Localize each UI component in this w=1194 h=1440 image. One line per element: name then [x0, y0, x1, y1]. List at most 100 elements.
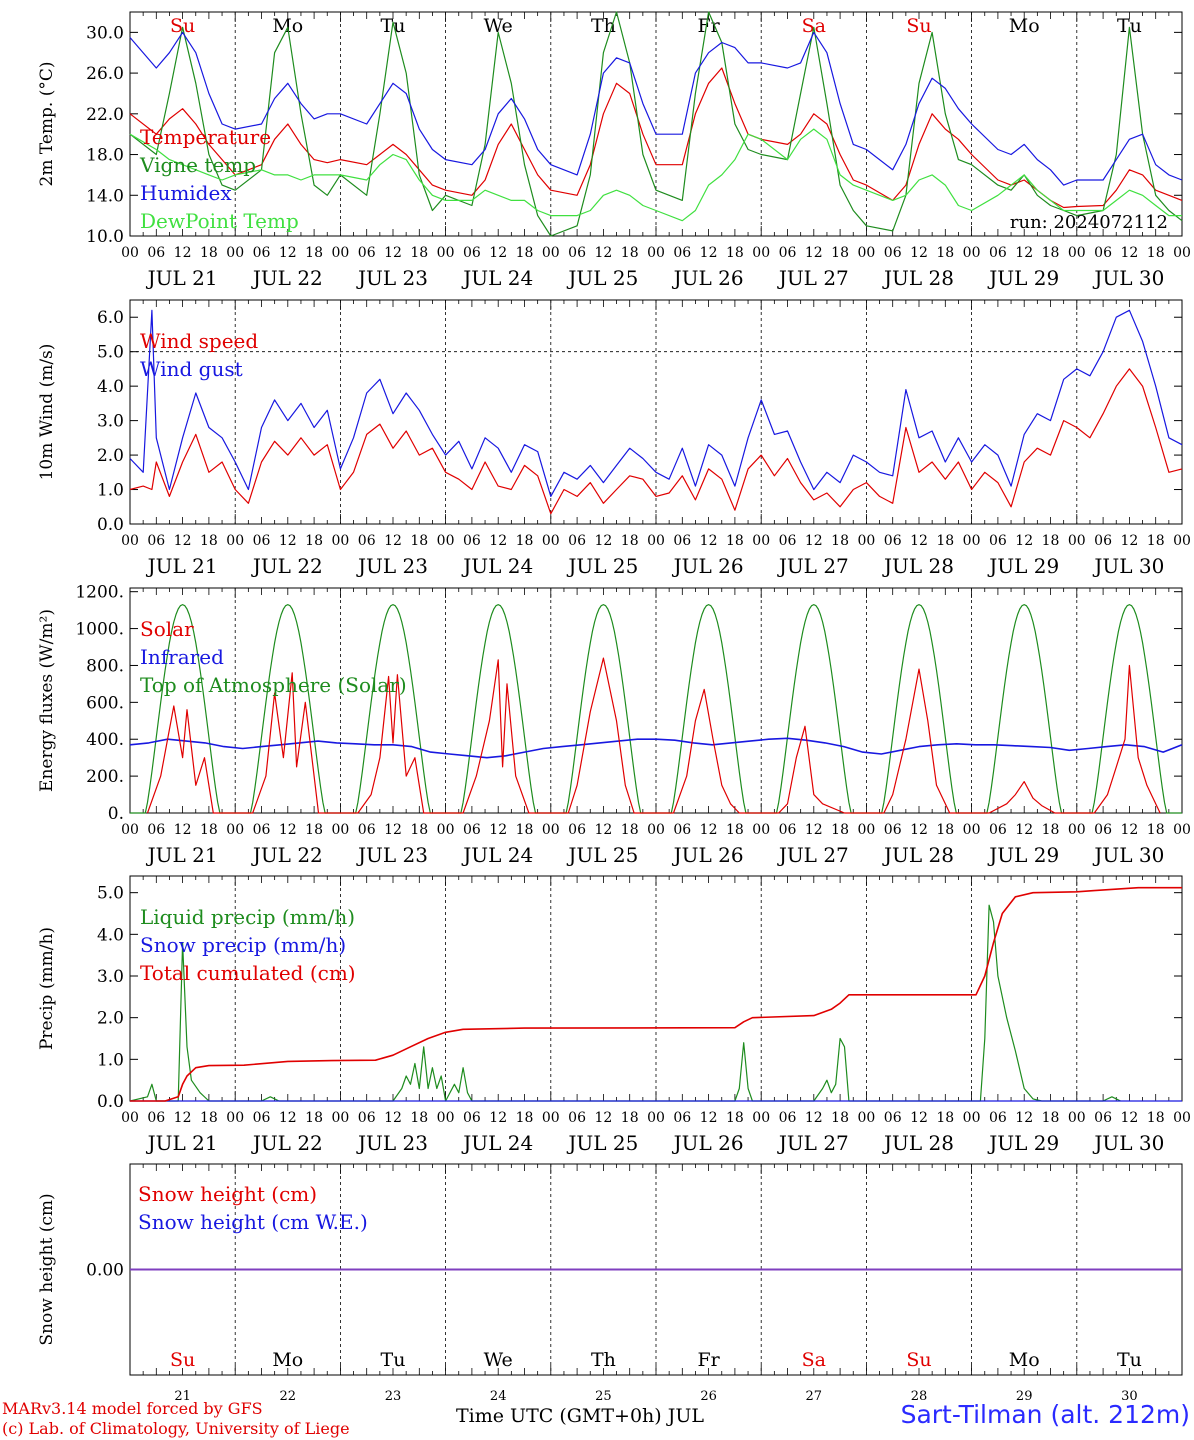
- y-tick-label: 10.0: [86, 227, 124, 247]
- weekday-label: Tu: [1117, 15, 1142, 37]
- weekday-label: Tu: [1117, 1349, 1142, 1371]
- date-label: JUL 24: [461, 266, 533, 290]
- hour-tick-label: 18: [621, 822, 639, 838]
- y-tick-label: 3.0: [97, 412, 124, 432]
- hour-tick-label: 12: [174, 245, 192, 261]
- y-tick-label: 2.0: [97, 1009, 124, 1029]
- y-axis-label: 10m Wind (m/s): [37, 344, 57, 481]
- hour-tick-label: 18: [410, 822, 428, 838]
- hour-tick-label: 18: [305, 245, 323, 261]
- series-line-total-cumulated-cm-: [130, 886, 1182, 1102]
- hour-tick-label: 00: [1068, 245, 1086, 261]
- hour-tick-label: 18: [1147, 822, 1165, 838]
- station-name: Sart-Tilman (alt. 212m): [900, 1400, 1190, 1429]
- panel-frame: [129, 299, 1183, 525]
- hour-tick-label: 06: [673, 1110, 691, 1126]
- hour-tick-label: 00: [437, 245, 455, 261]
- hour-tick-label: 12: [384, 822, 402, 838]
- y-tick-label: 14.0: [86, 186, 124, 206]
- day-number-label: 26: [700, 1389, 717, 1404]
- hour-tick-label: 12: [910, 1110, 928, 1126]
- lab-credit-line: (c) Lab. of Climatology, University of L…: [2, 1419, 350, 1438]
- hour-tick-label: 06: [989, 1110, 1007, 1126]
- series-line-dewpoint-temp: [129, 128, 1182, 222]
- weekday-label: Mo: [1009, 1349, 1040, 1371]
- date-label: JUL 29: [987, 843, 1059, 867]
- weekday-label: Th: [591, 1349, 616, 1371]
- day-number-label: 27: [806, 1389, 823, 1404]
- hour-tick-label: 18: [200, 245, 218, 261]
- hour-tick-label: 12: [1015, 1110, 1033, 1126]
- hour-tick-label: 00: [647, 822, 665, 838]
- hour-tick-label: 00: [437, 533, 455, 549]
- hour-tick-label: 18: [410, 245, 428, 261]
- hour-tick-label: 12: [805, 1110, 823, 1126]
- y-tick-label: 1000.: [75, 620, 124, 640]
- hour-tick-label: 00: [963, 1110, 981, 1126]
- legend-label: Infrared: [140, 645, 224, 669]
- hour-tick-label: 18: [516, 822, 534, 838]
- hour-tick-label: 18: [1147, 1110, 1165, 1126]
- legend-label: Total cumulated (cm): [140, 961, 356, 985]
- hour-tick-label: 18: [831, 1110, 849, 1126]
- hour-tick-label: 18: [621, 1110, 639, 1126]
- y-tick-label: 4.0: [97, 925, 124, 945]
- date-label: JUL 22: [251, 1131, 323, 1155]
- hour-tick-label: 12: [700, 533, 718, 549]
- hour-tick-label: 06: [673, 822, 691, 838]
- hour-tick-label: 18: [410, 533, 428, 549]
- hour-tick-label: 00: [857, 1110, 875, 1126]
- weekday-label: Tu: [381, 1349, 406, 1371]
- weekday-label: Mo: [1009, 15, 1040, 37]
- weekday-label: Sa: [802, 15, 826, 37]
- panel-frame: [129, 587, 1183, 814]
- hour-tick-label: 06: [779, 1110, 797, 1126]
- weekday-label: Mo: [272, 15, 303, 37]
- hour-tick-label: 00: [121, 1110, 139, 1126]
- hour-tick-label: 00: [437, 1110, 455, 1126]
- hour-tick-label: 12: [910, 533, 928, 549]
- hour-tick-label: 00: [1068, 533, 1086, 549]
- hour-tick-label: 12: [1120, 1110, 1138, 1126]
- date-label: JUL 26: [672, 554, 744, 578]
- date-label: JUL 28: [882, 1131, 954, 1155]
- hour-tick-label: 18: [200, 1110, 218, 1126]
- hour-tick-label: 18: [516, 245, 534, 261]
- run-annotation: run: 2024072112: [1010, 212, 1168, 233]
- date-label: JUL 21: [146, 554, 218, 578]
- hour-tick-label: 00: [437, 822, 455, 838]
- hour-tick-label: 06: [1094, 245, 1112, 261]
- hour-tick-label: 12: [489, 533, 507, 549]
- hour-tick-label: 06: [884, 1110, 902, 1126]
- hour-tick-label: 18: [305, 1110, 323, 1126]
- hour-tick-label: 06: [463, 533, 481, 549]
- weekday-label: Sa: [802, 1349, 826, 1371]
- series-line-infrared: [129, 737, 1183, 759]
- hour-tick-label: 06: [568, 245, 586, 261]
- y-tick-label: 22.0: [86, 105, 124, 125]
- hour-tick-label: 06: [147, 533, 165, 549]
- hour-tick-label: 06: [463, 1110, 481, 1126]
- hour-tick-label: 00: [121, 245, 139, 261]
- hour-tick-label: 12: [700, 245, 718, 261]
- hour-tick-label: 12: [700, 1110, 718, 1126]
- hour-tick-label: 06: [884, 245, 902, 261]
- hour-tick-label: 18: [200, 822, 218, 838]
- hour-tick-label: 18: [1042, 533, 1060, 549]
- date-label: JUL 26: [672, 1131, 744, 1155]
- legend-label: Wind gust: [140, 357, 243, 381]
- weekday-label: Su: [906, 1349, 931, 1371]
- series-line-solar: [146, 657, 1161, 814]
- y-tick-label: 18.0: [86, 146, 124, 166]
- legend-label: Solar: [140, 617, 194, 641]
- hour-tick-label: 06: [1094, 822, 1112, 838]
- date-label: JUL 30: [1092, 266, 1164, 290]
- hour-tick-label: 18: [1042, 822, 1060, 838]
- hour-tick-label: 00: [226, 245, 244, 261]
- legend-label: Top of Atmosphere (Solar): [140, 673, 407, 697]
- y-tick-label: 3.0: [97, 967, 124, 987]
- hour-tick-label: 12: [910, 245, 928, 261]
- hour-tick-label: 06: [568, 822, 586, 838]
- hour-tick-label: 00: [121, 822, 139, 838]
